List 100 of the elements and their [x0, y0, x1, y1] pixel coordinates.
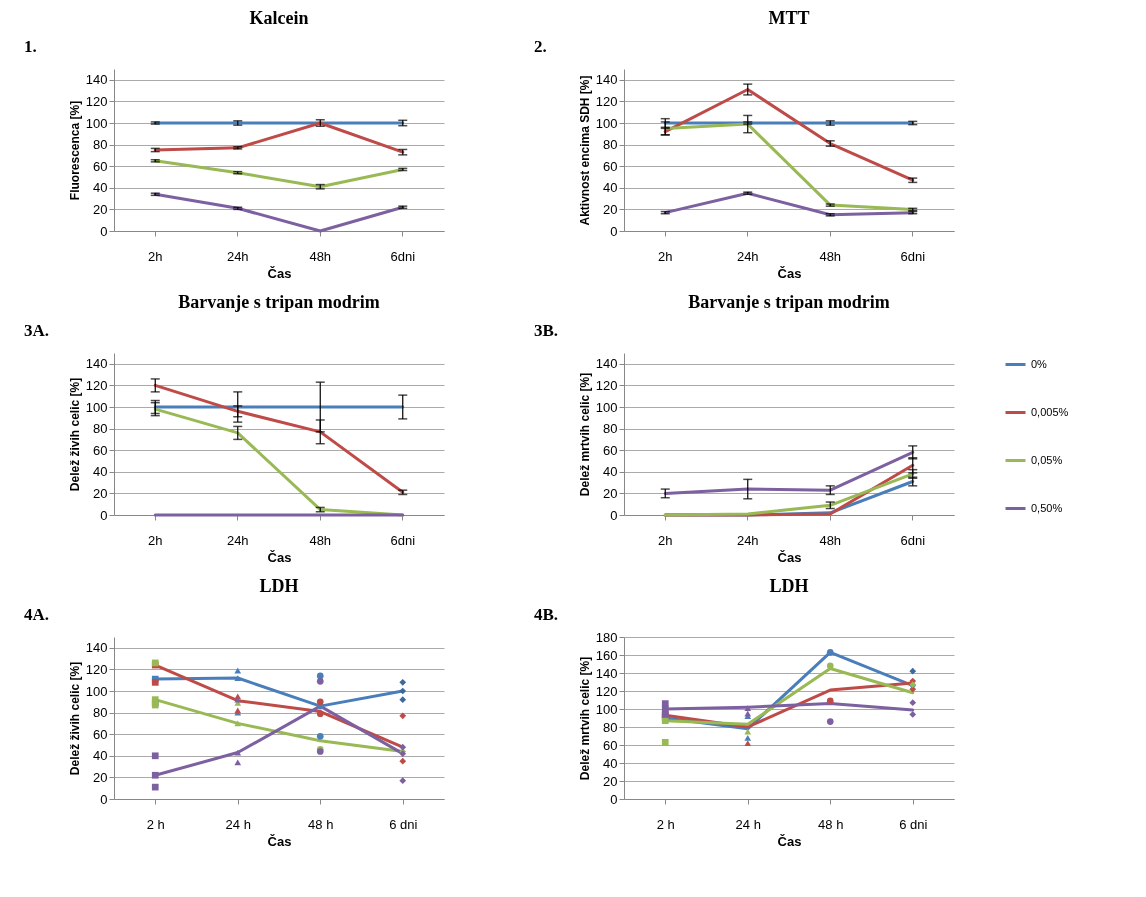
y-tick-label: 0 — [610, 223, 618, 239]
x-axis-title: Čas — [777, 265, 802, 281]
y-tick-label: 20 — [603, 773, 618, 789]
y-tick-label: 100 — [595, 115, 618, 131]
text: 4B. — [534, 605, 559, 624]
y-axis-title: Aktivnost encima SDH [%] — [577, 75, 592, 226]
x-tick-label: 48h — [309, 532, 332, 548]
x-tick-label: 48h — [819, 248, 842, 264]
y-tick-label: 100 — [85, 399, 108, 415]
y-tick-label: 80 — [603, 421, 618, 437]
chart-title: Barvanje s tripan modrim — [688, 292, 890, 312]
legend-label: 0,05% — [1031, 453, 1063, 466]
y-tick-label: 140 — [85, 72, 108, 88]
y-tick-label: 40 — [603, 755, 618, 771]
y-tick-label: 120 — [595, 683, 618, 699]
y-axis-title: Delež živih celic [%] — [67, 661, 82, 776]
y-tick-label: 40 — [603, 464, 618, 480]
x-tick-label: 2h — [658, 248, 673, 264]
y-tick-label: 40 — [603, 180, 618, 196]
x-tick-label: 24h — [226, 532, 249, 548]
x-tick-label: 6dni — [390, 532, 416, 548]
chart-title: LDH — [259, 576, 299, 596]
y-tick-label: 20 — [603, 485, 618, 501]
x-axis-title: Čas — [267, 549, 292, 565]
y-tick-label: 20 — [93, 485, 108, 501]
y-tick-label: 20 — [93, 201, 108, 217]
y-tick-label: 0 — [100, 223, 108, 239]
x-tick-label: 6dni — [390, 248, 416, 264]
y-tick-label: 120 — [595, 377, 618, 393]
x-axis-title: Čas — [777, 833, 802, 849]
chart-title: LDH — [769, 576, 809, 596]
y-tick-label: 20 — [603, 201, 618, 217]
y-axis-title: Fluorescenca [%] — [67, 100, 82, 201]
text: 1. — [24, 37, 37, 56]
y-tick-label: 60 — [603, 158, 618, 174]
y-tick-label: 100 — [85, 115, 108, 131]
y-tick-label: 120 — [85, 661, 108, 677]
x-tick-label: 48 h — [818, 816, 844, 832]
y-tick-label: 140 — [85, 356, 108, 372]
x-tick-label: 24 h — [735, 816, 761, 832]
text: 2. — [534, 37, 547, 56]
y-tick-label: 0 — [100, 507, 108, 523]
chart-title: MTT — [768, 8, 810, 28]
x-tick-label: 6 dni — [899, 816, 928, 832]
chart-title: Barvanje s tripan modrim — [178, 292, 380, 312]
y-tick-label: 100 — [85, 683, 108, 699]
y-tick-label: 0 — [100, 791, 108, 807]
y-tick-label: 120 — [85, 377, 108, 393]
y-axis-title: Delež mrtvih celic [%] — [577, 656, 592, 781]
y-tick-label: 180 — [595, 629, 618, 645]
y-tick-label: 20 — [93, 769, 108, 785]
y-tick-label: 140 — [595, 72, 618, 88]
y-tick-label: 60 — [603, 442, 618, 458]
x-tick-label: 2h — [148, 248, 163, 264]
x-tick-label: 2 h — [656, 816, 675, 832]
x-tick-label: 24h — [736, 248, 759, 264]
text: 4A. — [24, 605, 50, 624]
x-tick-label: 24h — [226, 248, 249, 264]
y-tick-label: 0 — [610, 507, 618, 523]
x-tick-label: 2h — [148, 532, 163, 548]
y-tick-label: 120 — [595, 93, 618, 109]
legend-label: 0,50% — [1031, 501, 1063, 514]
x-tick-label: 48h — [819, 532, 842, 548]
x-tick-label: 6dni — [900, 248, 926, 264]
y-axis-title: Delež živih celic [%] — [67, 377, 82, 492]
x-axis-title: Čas — [267, 833, 292, 849]
y-tick-label: 120 — [85, 93, 108, 109]
y-tick-label: 140 — [595, 665, 618, 681]
text: 3B. — [534, 321, 559, 340]
y-tick-label: 80 — [603, 719, 618, 735]
x-tick-label: 48 h — [308, 816, 334, 832]
x-tick-label: 6dni — [900, 532, 926, 548]
y-tick-label: 60 — [93, 158, 108, 174]
legend-label: 0% — [1031, 357, 1048, 370]
line-series — [663, 450, 915, 495]
y-tick-label: 60 — [603, 737, 618, 753]
x-tick-label: 2 h — [146, 816, 165, 832]
x-axis-title: Čas — [777, 549, 802, 565]
legend-label: 0,005% — [1031, 405, 1069, 418]
y-tick-label: 80 — [93, 137, 108, 153]
y-tick-label: 0 — [610, 791, 618, 807]
y-tick-label: 140 — [595, 356, 618, 372]
y-tick-label: 40 — [93, 464, 108, 480]
text: 3A. — [24, 321, 50, 340]
y-tick-label: 140 — [85, 640, 108, 656]
y-tick-label: 100 — [595, 399, 618, 415]
y-tick-label: 80 — [93, 421, 108, 437]
x-tick-label: 24 h — [225, 816, 251, 832]
line-series — [153, 407, 405, 517]
x-axis-title: Čas — [267, 265, 292, 281]
y-tick-label: 80 — [93, 705, 108, 721]
y-tick-label: 60 — [93, 726, 108, 742]
x-tick-label: 6 dni — [389, 816, 418, 832]
y-tick-label: 60 — [93, 442, 108, 458]
x-tick-label: 2h — [658, 532, 673, 548]
y-tick-label: 40 — [93, 748, 108, 764]
y-tick-label: 100 — [595, 701, 618, 717]
y-tick-label: 40 — [93, 180, 108, 196]
chart-title: Kalcein — [249, 8, 309, 28]
y-axis-title: Delež mrtvih celic [%] — [577, 372, 592, 497]
